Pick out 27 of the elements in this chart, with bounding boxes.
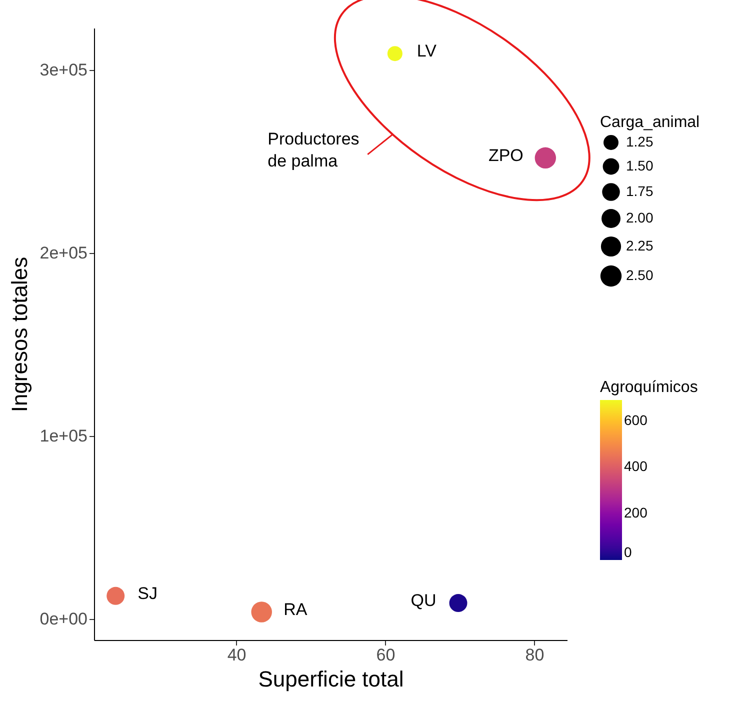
x-tick-label: 60 <box>376 646 396 664</box>
color-bar-label: 600 <box>624 412 648 428</box>
annotation: SJ <box>138 584 158 603</box>
legend-label: 2.00 <box>626 210 654 226</box>
annotation: LV <box>416 42 438 61</box>
color-bar-label: 0 <box>624 544 632 560</box>
annotation: QU <box>410 591 436 610</box>
legend-title: Carga_animal <box>600 114 700 131</box>
color-bar-label: 400 <box>624 458 648 474</box>
annotation: ZPO <box>488 146 524 165</box>
legend-label: 1.25 <box>626 134 654 150</box>
color-bar-label: 200 <box>624 504 648 521</box>
legend-label: 1.75 <box>626 183 654 199</box>
y-tick-label: 0e+00 <box>40 609 88 628</box>
legend-label: 1.50 <box>626 158 654 174</box>
x-tick-label: 40 <box>227 646 246 664</box>
x-axis-title: Superficie total <box>258 666 404 692</box>
y-axis-title: Ingresos totales <box>6 256 32 412</box>
y-tick-label: 3e+05 <box>40 60 88 80</box>
color-bar-title: Agroquímicos <box>600 379 698 396</box>
annotation: Productores de palma <box>268 129 360 170</box>
y-tick-label: 1e+05 <box>40 426 88 446</box>
x-tick-label: 80 <box>525 646 544 664</box>
y-tick-label: 2e+05 <box>40 244 88 263</box>
legend-label: 2.25 <box>626 238 654 254</box>
legend-label: 2.50 <box>626 267 654 283</box>
annotation: RA <box>284 600 308 620</box>
